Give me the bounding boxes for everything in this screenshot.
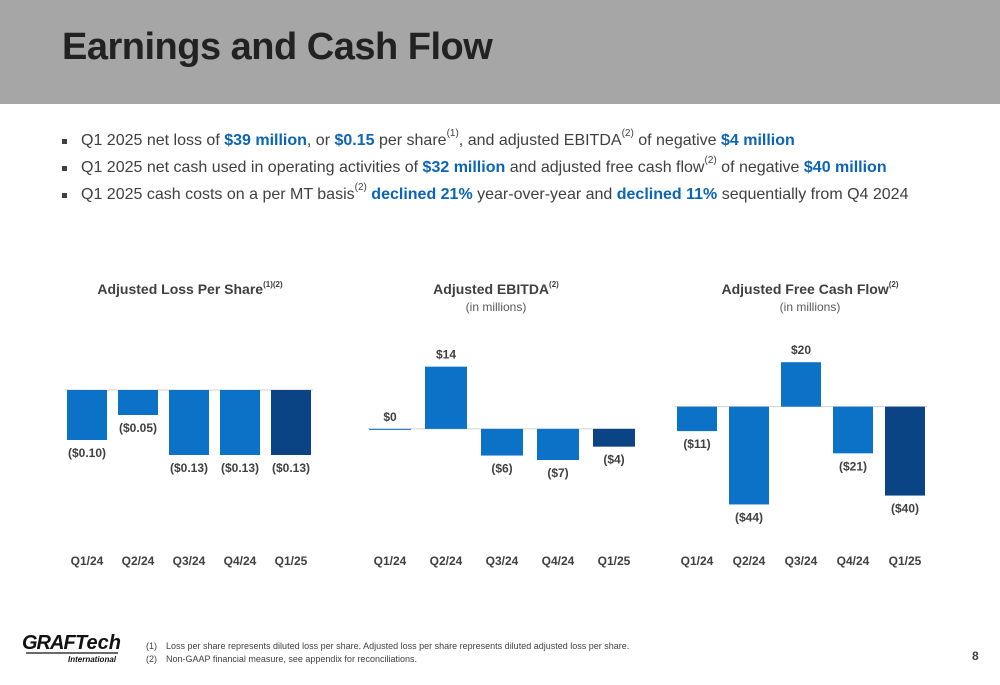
data-label: ($44): [735, 510, 763, 524]
bar-q4-24: [220, 390, 260, 455]
bar-q2-24: [729, 406, 769, 505]
data-label: ($21): [839, 459, 867, 473]
x-tick-label: Q1/25: [275, 554, 308, 568]
text-run: of negative: [716, 159, 804, 176]
data-label: $0: [383, 410, 397, 424]
highlight-value: $32 million: [422, 159, 506, 176]
text-run: sequentially from Q4 2024: [717, 186, 909, 203]
logo-word-international: International: [68, 655, 117, 664]
bar-q2-24: [118, 390, 158, 415]
footnote: (1) Loss per share represents diluted los…: [146, 640, 629, 653]
x-tick-label: Q3/24: [486, 554, 519, 568]
text-run: , and adjusted EBITDA: [458, 132, 622, 149]
x-tick-label: Q2/24: [430, 554, 463, 568]
data-label: ($0.05): [119, 421, 157, 435]
text-run: year-over-year and: [472, 186, 617, 203]
footnote-ref: (2): [704, 155, 717, 166]
x-tick-label: Q1/24: [374, 554, 407, 568]
bar-q3-24: [169, 390, 209, 455]
x-tick-label: Q2/24: [122, 554, 155, 568]
bullet-list: Q1 2025 net loss of $39 million, or $0.1…: [62, 128, 982, 209]
bullet-text: Q1 2025 net cash used in operating activ…: [81, 155, 887, 181]
data-label: ($0.13): [272, 461, 310, 475]
page-number: 8: [972, 649, 979, 663]
bullet-marker: [62, 166, 67, 171]
bar-q1-24: [67, 390, 107, 440]
x-tick-label: Q1/25: [889, 554, 922, 568]
data-label: ($0.13): [221, 461, 259, 475]
x-tick-label: Q2/24: [733, 554, 766, 568]
bullet-marker: [62, 139, 67, 144]
bar-q3-24: [781, 362, 821, 407]
x-tick-label: Q3/24: [785, 554, 818, 568]
bar-q3-24: [481, 428, 523, 456]
highlight-value: $39 million: [224, 132, 307, 149]
footnote-text: Non-GAAP financial measure, see appendix…: [166, 654, 417, 664]
data-label: ($40): [891, 502, 919, 516]
adjusted-ebitda-chart: $0 Q1/24 $14 Q2/24 ($6) Q3/24 ($7) Q4/24 ($4) Q1/…: [368, 348, 635, 568]
x-tick-label: Q4/24: [224, 554, 257, 568]
page-title: Earnings and Cash Flow: [62, 26, 493, 68]
data-label: ($4): [603, 453, 624, 467]
loss-per-share-chart: ($0.10) Q1/24 ($0.05) Q2/24 ($0.13) Q3/24 ($0.…: [65, 389, 313, 568]
data-label: $20: [791, 343, 811, 357]
bar-q1-24: [369, 428, 411, 430]
x-tick-label: Q4/24: [837, 554, 870, 568]
free-cash-flow-chart: ($11) Q1/24 ($44) Q2/24 $20 Q3/24 ($21) Q4/24 ($…: [675, 343, 927, 568]
footnote-number: (2): [146, 654, 157, 664]
bar-q1-25: [885, 406, 925, 496]
highlight-value: $40 million: [803, 159, 887, 176]
highlight-value: declined 11%: [616, 186, 718, 203]
bar-q4-24: [537, 428, 579, 460]
chart-subtitle-free-cash-flow: (in millions): [779, 300, 841, 314]
logo-word-graf: GRAF: [22, 632, 76, 654]
highlight-value: $4 million: [720, 132, 795, 149]
footnote-number: (1): [146, 641, 157, 651]
bullet-item: Q1 2025 net loss of $39 million, or $0.1…: [62, 128, 982, 154]
highlight-value: declined 21%: [366, 186, 473, 203]
bullet-text: Q1 2025 net loss of $39 million, or $0.1…: [81, 128, 795, 154]
chart-title-loss-per-share: Adjusted Loss Per Share(1)(2): [97, 280, 283, 298]
data-label: ($11): [683, 437, 710, 451]
x-tick-label: Q4/24: [542, 554, 575, 568]
text-run: Q1 2025 net loss of: [81, 132, 225, 149]
data-label: ($0.10): [68, 446, 106, 460]
chart-title-free-cash-flow: Adjusted Free Cash Flow(2): [721, 280, 899, 298]
bullet-marker: [62, 193, 67, 198]
bullet-item: Q1 2025 net cash used in operating activ…: [62, 155, 982, 181]
data-label: $14: [436, 348, 456, 362]
bar-q1-25: [271, 390, 311, 455]
data-label: ($0.13): [170, 461, 208, 475]
text-run: Q1 2025 cash costs on a per MT basis: [81, 186, 355, 203]
footnote-ref: (2): [621, 128, 634, 139]
bar-q2-24: [425, 366, 467, 429]
x-tick-label: Q1/24: [681, 554, 714, 568]
bar-q1-25: [593, 428, 635, 447]
bar-q4-24: [833, 406, 873, 454]
data-label: ($6): [491, 462, 512, 476]
title-banner: [0, 0, 1000, 104]
graftech-logo: GRAF Tech International: [22, 632, 121, 664]
footnote-text: Loss per share represents diluted loss p…: [166, 641, 630, 651]
chart-subtitle-adjusted-ebitda: (in millions): [465, 300, 527, 314]
footnote-ref: (1): [446, 128, 459, 139]
text-run: and adjusted free cash flow: [505, 159, 705, 176]
x-tick-label: Q1/24: [71, 554, 104, 568]
footnotes: (1) Loss per share represents diluted los…: [146, 640, 629, 666]
bullet-item: Q1 2025 cash costs on a per MT basis(2) …: [62, 182, 982, 208]
text-run: per share: [374, 132, 447, 149]
bullet-text: Q1 2025 cash costs on a per MT basis(2) …: [81, 182, 908, 208]
text-run: Q1 2025 net cash used in operating activ…: [81, 159, 423, 176]
text-run: , or: [306, 132, 335, 149]
highlight-value: $0.15: [334, 132, 375, 149]
x-tick-label: Q1/25: [598, 554, 631, 568]
footnote: (2) Non-GAAP financial measure, see appen…: [146, 653, 629, 666]
chart-title-adjusted-ebitda: Adjusted EBITDA(2): [433, 280, 559, 298]
data-label: ($7): [547, 466, 568, 480]
text-run: of negative: [633, 132, 721, 149]
footnote-ref: (2): [354, 182, 367, 193]
bar-q1-24: [677, 406, 717, 432]
x-tick-label: Q3/24: [173, 554, 206, 568]
logo-word-tech: Tech: [75, 632, 121, 654]
